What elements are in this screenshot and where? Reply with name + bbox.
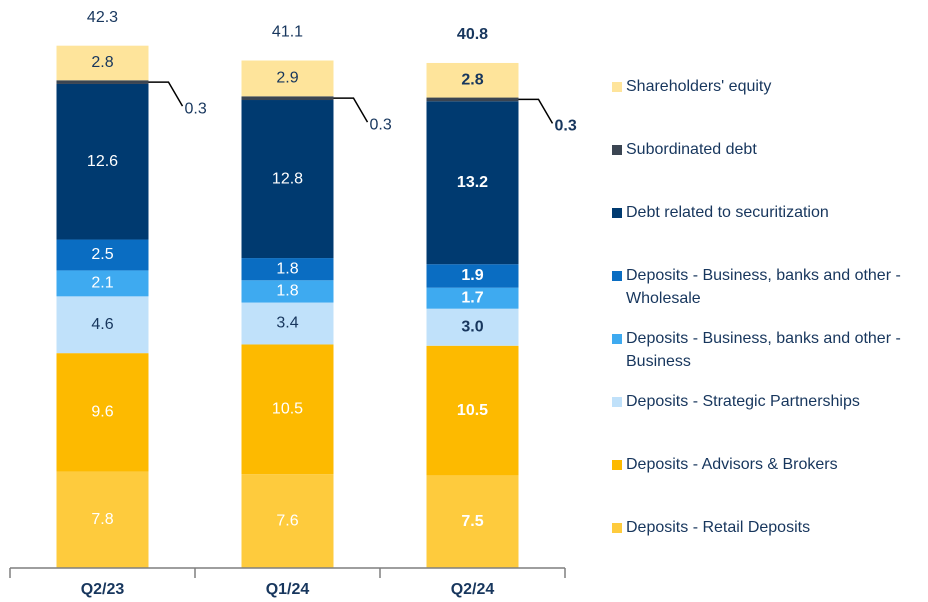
bar-segment	[241, 344, 334, 475]
bar-segment	[56, 83, 149, 240]
bar-segment	[426, 97, 519, 102]
bar-segment	[241, 100, 334, 259]
bar-segment	[56, 80, 149, 84]
bar-segment	[56, 270, 149, 297]
bar-segment	[56, 239, 149, 271]
x-tick-label: Q1/24	[266, 581, 310, 598]
callout-line	[518, 98, 554, 124]
bar-segment	[426, 287, 519, 309]
bar-segment	[241, 96, 334, 101]
legend-label: Deposits - Business, banks and other -Bu…	[626, 330, 901, 370]
legend-swatch	[612, 82, 622, 92]
legend-swatch	[612, 271, 622, 281]
legend-swatch	[612, 523, 622, 533]
bar-segment	[56, 296, 149, 354]
legend-swatch	[612, 334, 622, 344]
x-tick-label: Q2/23	[81, 581, 125, 598]
data-label: 0.3	[185, 100, 207, 117]
bar-segment	[241, 280, 334, 303]
bar-segment	[426, 101, 519, 265]
data-label: 10.5	[457, 402, 488, 419]
total-label: 41.1	[272, 24, 303, 41]
legend-label: Shareholders' equity	[626, 78, 771, 95]
legend-label: Debt related to securitization	[626, 204, 829, 221]
callout-line	[333, 97, 369, 123]
bar-segment	[426, 264, 519, 288]
legend-label: Deposits - Business, banks and other -Wh…	[626, 267, 901, 307]
data-label: 1.9	[461, 267, 483, 284]
data-label: 1.7	[461, 289, 483, 306]
data-label: 2.5	[91, 246, 113, 263]
bar-segment	[426, 62, 519, 98]
callout-line	[148, 81, 184, 107]
bar-segment	[241, 474, 334, 568]
bar-segment	[426, 308, 519, 346]
data-label: 12.6	[87, 153, 118, 170]
legend-swatch	[612, 397, 622, 407]
x-tick-label: Q2/24	[451, 581, 495, 598]
data-label: 3.4	[276, 315, 298, 332]
data-label: 7.6	[276, 512, 298, 529]
data-label: 9.6	[91, 404, 113, 421]
legend-swatch	[612, 208, 622, 218]
data-label: 1.8	[276, 283, 298, 300]
legend-swatch	[612, 145, 622, 155]
bar-segment	[426, 475, 519, 568]
total-label: 40.8	[457, 26, 488, 43]
total-label: 42.3	[87, 9, 118, 26]
data-label: 13.2	[457, 174, 488, 191]
legend-label: Deposits - Retail Deposits	[626, 519, 810, 536]
data-label: 2.8	[91, 54, 113, 71]
legend-label: Deposits - Strategic Partnerships	[626, 393, 860, 410]
legend-swatch	[612, 460, 622, 470]
data-label: 2.8	[461, 71, 483, 88]
data-label: 7.5	[461, 513, 483, 530]
data-label: 0.3	[555, 118, 577, 135]
data-label: 10.5	[272, 401, 303, 418]
bar-segment	[56, 471, 149, 568]
data-label: 2.1	[91, 275, 113, 292]
legend-label: Deposits - Advisors & Brokers	[626, 456, 838, 473]
data-label: 0.3	[370, 116, 392, 133]
bar-segment	[241, 302, 334, 345]
data-label: 2.9	[276, 70, 298, 87]
data-label: 3.0	[461, 318, 483, 335]
data-label: 1.8	[276, 260, 298, 277]
bar-segment	[241, 258, 334, 281]
bar-segment	[426, 345, 519, 476]
data-label: 7.8	[91, 511, 113, 528]
bar-segment	[56, 45, 149, 81]
data-label: 12.8	[272, 170, 303, 187]
bar-segment	[241, 60, 334, 97]
legend-label: Subordinated debt	[626, 141, 757, 158]
bar-segment	[56, 353, 149, 472]
data-label: 4.6	[91, 316, 113, 333]
